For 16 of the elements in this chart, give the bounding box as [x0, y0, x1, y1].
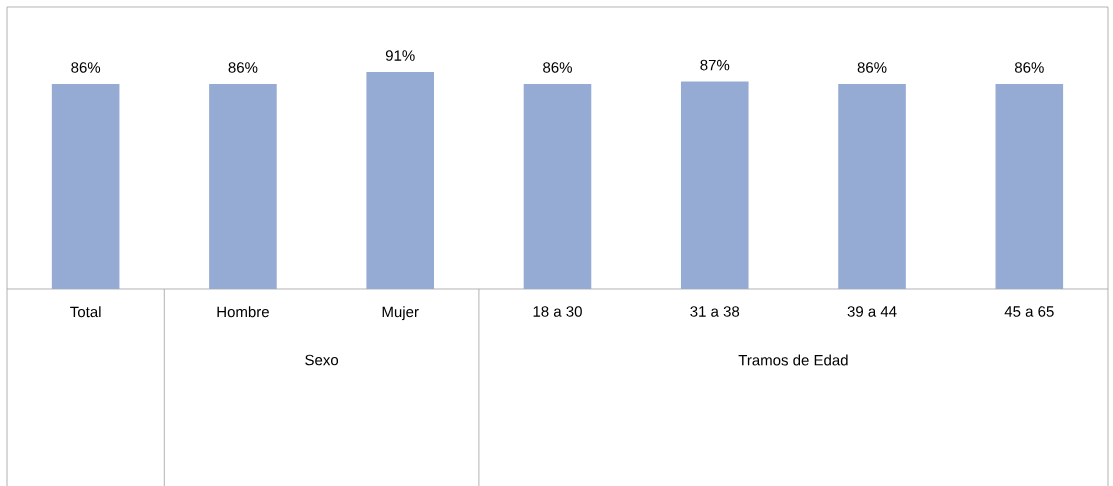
data-label: 86% — [71, 62, 101, 73]
x-tick-label: Total — [70, 306, 101, 318]
x-tick-label: 39 a 44 — [847, 306, 897, 317]
x-tick-label: 31 a 38 — [690, 306, 740, 317]
data-label: 86% — [543, 62, 572, 73]
x-tick-label: 45 a 65 — [1004, 306, 1054, 317]
data-label: 86% — [1014, 62, 1044, 73]
x-tick-label: 18 a 30 — [533, 306, 582, 317]
text: Sexo — [305, 354, 339, 366]
x-tick-label: Hombre — [217, 306, 269, 318]
x-tick-label: Mujer — [382, 306, 419, 321]
data-label: 87% — [700, 59, 730, 71]
data-label: 91% — [385, 50, 415, 61]
data-label: 86% — [228, 62, 258, 73]
data-label: 86% — [857, 62, 887, 73]
text: Tramos de Edad — [738, 354, 848, 366]
